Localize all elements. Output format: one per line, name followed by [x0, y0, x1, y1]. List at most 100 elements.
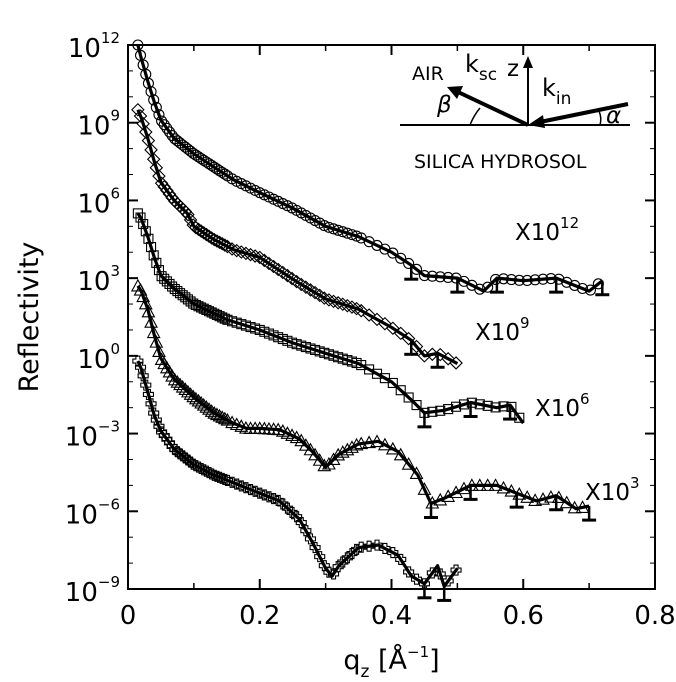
plot-axes	[127, 44, 656, 590]
series-circle	[132, 39, 610, 297]
data-point-circle	[576, 282, 589, 295]
data-point-square	[411, 400, 422, 411]
y-axis-label: Reflectivity	[14, 242, 45, 393]
data-point-diamond	[152, 169, 166, 183]
x-tick-label: 0.8	[634, 601, 675, 631]
data-point-square	[193, 301, 204, 312]
data-point-square	[203, 306, 215, 317]
data-point-circle	[387, 247, 399, 259]
offset-label: X106	[535, 390, 590, 422]
y-tick-label: 106	[77, 184, 120, 219]
fit-line	[136, 109, 459, 366]
z-arrow-head-icon	[523, 56, 533, 68]
data-point-triangle	[138, 296, 153, 310]
data-point-circle	[569, 279, 581, 291]
data-point-triangle	[173, 377, 187, 391]
data-point-triangle	[294, 433, 309, 447]
data-point-square	[190, 299, 201, 311]
y-tick-label: 10−6	[65, 495, 120, 530]
data-point-diamond	[133, 109, 148, 123]
inset-k-in-label: kin	[542, 74, 571, 109]
y-tick-label: 10−9	[65, 573, 120, 608]
data-point-square	[211, 309, 222, 320]
data-point-circle	[158, 119, 170, 131]
data-point-triangle	[326, 452, 341, 466]
data-point-cross	[363, 540, 375, 552]
data-point-square	[159, 273, 170, 284]
data-point-cross	[277, 498, 289, 510]
data-point-square	[395, 385, 406, 396]
data-point-diamond	[146, 152, 161, 167]
series-cross	[132, 355, 462, 602]
data-point-square	[198, 303, 209, 314]
data-point-triangle	[308, 447, 323, 461]
data-point-cross	[418, 578, 430, 590]
x-axis-label: qz [Å−1]	[343, 643, 439, 682]
data-point-triangle	[393, 447, 408, 461]
data-point-cross	[286, 506, 298, 518]
data-point-triangle	[186, 389, 201, 403]
data-point-circle	[163, 126, 176, 138]
data-point-triangle	[178, 382, 193, 395]
data-point-circle	[482, 281, 494, 293]
y-tick-label: 100	[77, 340, 120, 375]
plot-marks	[130, 39, 610, 602]
x-tick-label: 0.2	[239, 601, 280, 631]
data-point-diamond	[409, 339, 424, 354]
data-point-triangle	[175, 379, 190, 393]
beta-arc	[469, 107, 481, 126]
data-point-square	[219, 313, 230, 324]
data-point-square	[206, 307, 217, 318]
data-point-triangle	[183, 387, 198, 400]
data-point-square	[164, 278, 175, 290]
data-point-square	[135, 212, 146, 223]
data-point-cross	[281, 502, 293, 514]
x-tick-label: 0.6	[503, 601, 544, 631]
data-point-triangle	[321, 456, 336, 470]
data-point-circle	[161, 122, 173, 134]
data-point-triangle	[167, 372, 182, 386]
data-point-triangle	[417, 482, 432, 495]
fit-line	[136, 285, 590, 511]
inset-top-label: AIR	[412, 63, 444, 85]
inset-bottom-label: SILICA HYDROSOL	[414, 151, 587, 173]
data-point-triangle	[181, 384, 195, 398]
data-point-triangle	[298, 438, 313, 451]
k-in-arrow-head-icon	[528, 115, 545, 128]
data-point-cross	[291, 511, 303, 523]
data-point-diamond	[181, 207, 195, 222]
data-point-square	[387, 377, 398, 389]
x-tick-label: 0	[120, 601, 137, 631]
alpha-arc	[598, 110, 602, 126]
plot-labels: 0 0.2 0.4 0.6 0.8 1012 109 106 103 100 10−3 10−6 10−…	[14, 29, 676, 682]
data-point-circle	[561, 276, 573, 288]
y-tick-label: 10−3	[65, 418, 120, 453]
k-sc-arrow-head-icon	[447, 86, 463, 99]
data-point-triangle	[401, 456, 416, 470]
data-point-square	[161, 276, 172, 287]
data-point-diamond	[139, 125, 153, 139]
data-point-triangle	[312, 453, 327, 466]
fit-line	[136, 360, 459, 588]
series-diamond	[131, 102, 463, 370]
series-triangle	[130, 278, 597, 522]
inset-k-sc-label: ksc	[465, 50, 497, 85]
data-point-square	[403, 392, 414, 403]
data-point-triangle	[409, 466, 424, 480]
x-tick-label: 0.4	[371, 601, 412, 631]
offset-label: X109	[475, 314, 530, 346]
data-point-square	[156, 271, 167, 282]
k-in-arrow	[539, 102, 629, 124]
k-sc-arrow	[457, 90, 529, 127]
fit-line	[136, 212, 525, 425]
data-point-circle	[153, 109, 165, 121]
data-point-circle	[395, 252, 407, 264]
data-point-diamond	[183, 213, 198, 227]
data-point-diamond	[131, 102, 145, 117]
data-point-square	[209, 308, 220, 319]
data-point-square	[196, 302, 207, 313]
inset-z-label: z	[507, 56, 519, 82]
data-point-circle	[156, 115, 168, 127]
inset-beta-label: β	[436, 92, 452, 118]
